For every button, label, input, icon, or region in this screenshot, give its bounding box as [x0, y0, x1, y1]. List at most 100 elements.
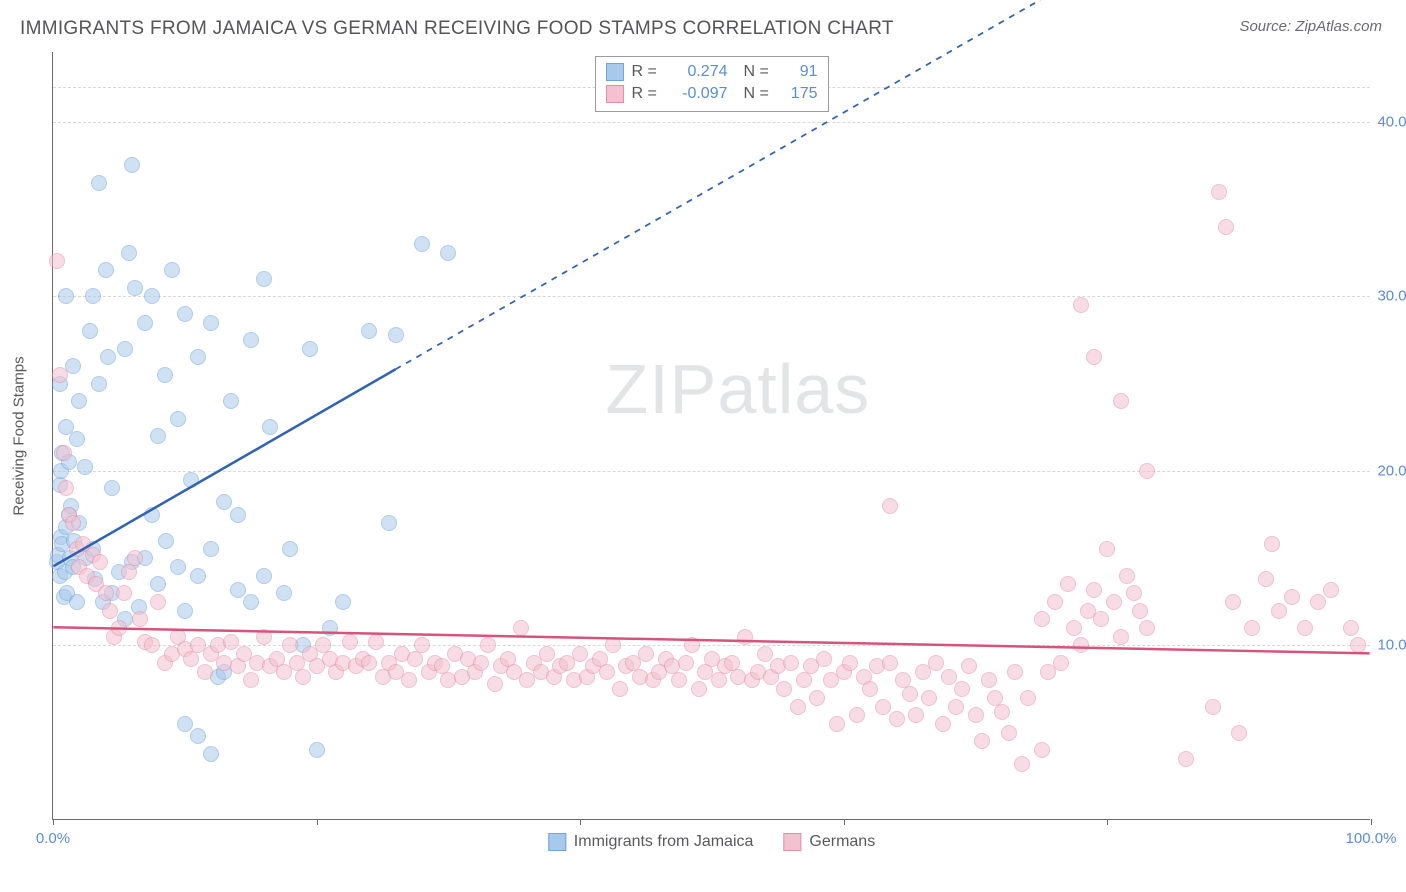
scatter-point	[197, 664, 213, 680]
scatter-point	[190, 349, 206, 365]
scatter-point	[1113, 629, 1129, 645]
scatter-point	[150, 594, 166, 610]
scatter-point	[170, 411, 186, 427]
scatter-point	[981, 672, 997, 688]
x-tick	[844, 819, 845, 825]
source-credit: Source: ZipAtlas.com	[1239, 18, 1382, 35]
scatter-point	[882, 498, 898, 514]
scatter-point	[605, 637, 621, 653]
scatter-point	[414, 637, 430, 653]
x-tick	[317, 819, 318, 825]
scatter-point	[829, 716, 845, 732]
regression-lines	[53, 52, 1370, 819]
scatter-point	[69, 594, 85, 610]
scatter-point	[256, 629, 272, 645]
legend-label: Germans	[809, 833, 875, 851]
watermark: ZIPatlas	[605, 349, 870, 429]
scatter-point	[1225, 594, 1241, 610]
y-tick-label: 20.0%	[1377, 462, 1406, 479]
watermark-zip: ZIP	[605, 350, 717, 428]
scatter-point	[137, 315, 153, 331]
x-tick	[1371, 819, 1372, 825]
legend-n-value-germans: 175	[782, 83, 818, 105]
scatter-point	[1231, 725, 1247, 741]
scatter-point	[809, 690, 825, 706]
scatter-point	[177, 716, 193, 732]
legend-row-germans: R = -0.097 N = 175	[606, 83, 818, 105]
gridline-h	[53, 645, 1370, 646]
scatter-point	[127, 550, 143, 566]
legend-row-jamaica: R = 0.274 N = 91	[606, 61, 818, 83]
scatter-point	[223, 393, 239, 409]
scatter-point	[1211, 184, 1227, 200]
scatter-point	[816, 651, 832, 667]
scatter-point	[203, 541, 219, 557]
scatter-point	[157, 367, 173, 383]
scatter-point	[480, 637, 496, 653]
scatter-point	[994, 704, 1010, 720]
scatter-point	[98, 262, 114, 278]
scatter-point	[69, 431, 85, 447]
scatter-point	[1014, 756, 1030, 772]
scatter-point	[65, 515, 81, 531]
scatter-point	[150, 428, 166, 444]
scatter-point	[842, 655, 858, 671]
legend-swatch	[548, 833, 566, 851]
scatter-point	[132, 611, 148, 627]
x-tick-label: 100.0%	[1346, 830, 1397, 847]
scatter-point	[407, 651, 423, 667]
scatter-point	[1205, 699, 1221, 715]
scatter-point	[921, 690, 937, 706]
scatter-point	[58, 480, 74, 496]
legend-r-label: R =	[632, 83, 660, 105]
scatter-point	[1244, 620, 1260, 636]
scatter-point	[783, 655, 799, 671]
legend-label: Immigrants from Jamaica	[574, 833, 754, 851]
x-tick-label: 0.0%	[36, 830, 70, 847]
gridline-h	[53, 296, 1370, 297]
scatter-point	[1086, 349, 1102, 365]
scatter-point	[1093, 611, 1109, 627]
scatter-point	[56, 445, 72, 461]
scatter-point	[1047, 594, 1063, 610]
scatter-point	[440, 245, 456, 261]
scatter-point	[1218, 219, 1234, 235]
scatter-point	[91, 376, 107, 392]
scatter-point	[342, 634, 358, 650]
scatter-point	[58, 288, 74, 304]
y-axis-title: Receiving Food Stamps	[11, 356, 28, 515]
scatter-point	[882, 655, 898, 671]
scatter-point	[684, 637, 700, 653]
legend-n-label: N =	[744, 61, 774, 83]
scatter-point	[1086, 582, 1102, 598]
scatter-point	[170, 559, 186, 575]
scatter-point	[144, 507, 160, 523]
y-tick-label: 30.0%	[1377, 288, 1406, 305]
scatter-point	[262, 419, 278, 435]
scatter-point	[889, 711, 905, 727]
scatter-point	[183, 472, 199, 488]
scatter-point	[908, 707, 924, 723]
scatter-point	[1132, 603, 1148, 619]
scatter-point	[935, 716, 951, 732]
scatter-point	[572, 646, 588, 662]
legend-swatch	[783, 833, 801, 851]
scatter-point	[82, 323, 98, 339]
scatter-point	[243, 672, 259, 688]
scatter-point	[671, 672, 687, 688]
scatter-point	[1073, 297, 1089, 313]
legend-item: Immigrants from Jamaica	[548, 833, 754, 851]
scatter-point	[295, 669, 311, 685]
scatter-point	[862, 681, 878, 697]
scatter-point	[85, 288, 101, 304]
scatter-point	[276, 585, 292, 601]
scatter-point	[164, 262, 180, 278]
scatter-point	[968, 707, 984, 723]
scatter-point	[974, 733, 990, 749]
scatter-point	[230, 582, 246, 598]
scatter-point	[691, 681, 707, 697]
scatter-point	[539, 646, 555, 662]
scatter-point	[1178, 751, 1194, 767]
x-tick	[580, 819, 581, 825]
scatter-point	[1066, 620, 1082, 636]
